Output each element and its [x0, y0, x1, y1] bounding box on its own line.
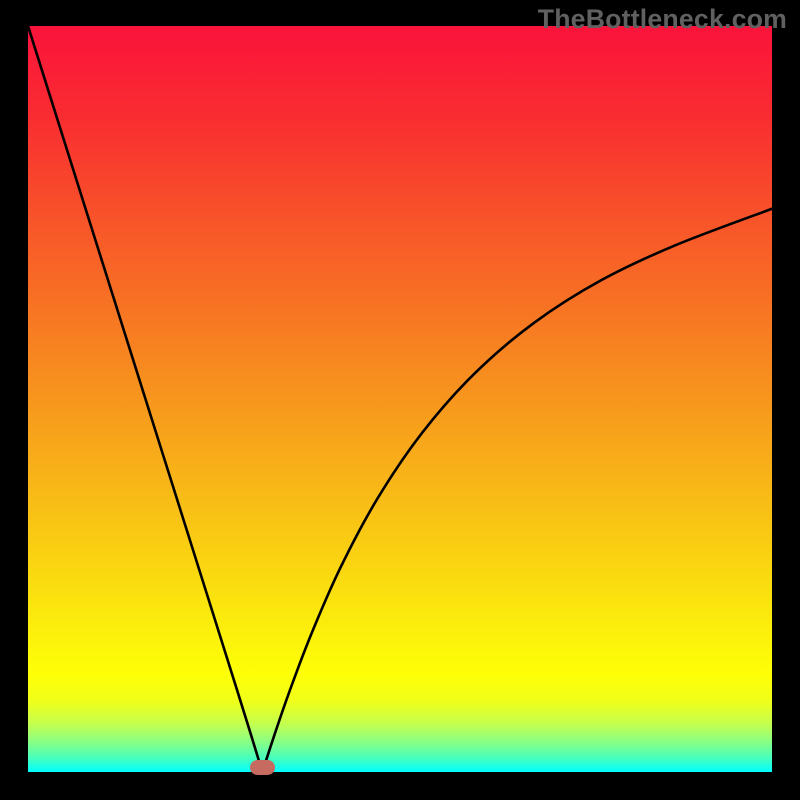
gradient-background	[28, 26, 772, 772]
watermark-text: TheBottleneck.com	[538, 4, 787, 35]
optimal-point-marker	[250, 760, 275, 774]
chart-container: TheBottleneck.com	[0, 0, 800, 800]
bottleneck-chart	[28, 26, 772, 772]
